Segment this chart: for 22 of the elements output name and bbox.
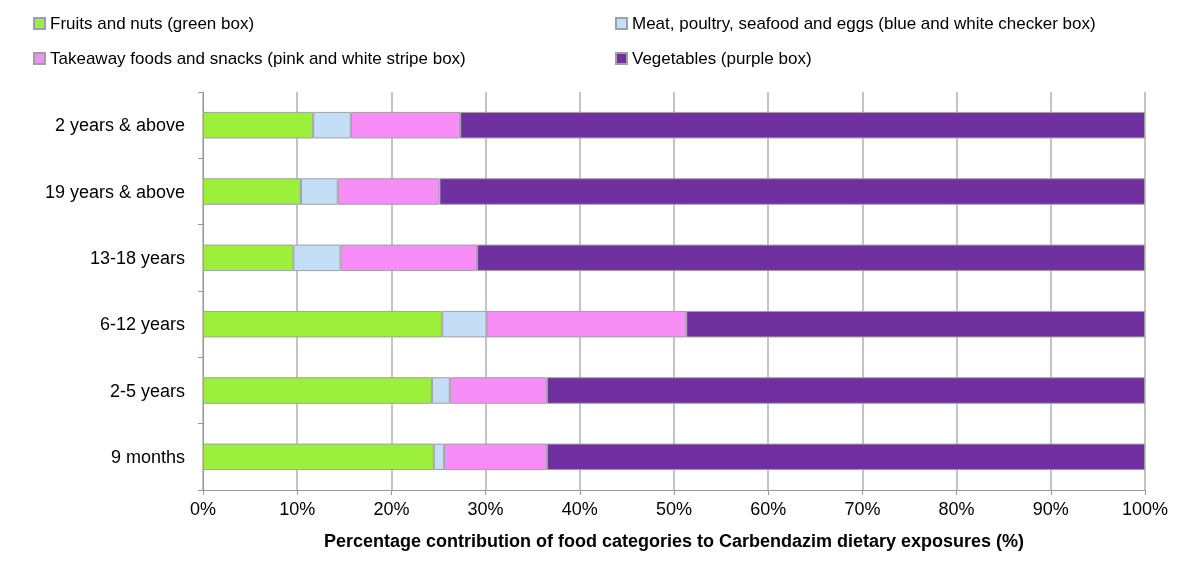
legend-label: Vegetables (purple box) (632, 49, 812, 68)
legend-label: Takeaway foods and snacks (pink and white stripe box) (50, 49, 466, 68)
x-tick-label: 0% (189, 499, 217, 519)
x-tick-label: 20% (373, 499, 410, 519)
x-tick-label: 80% (938, 499, 975, 519)
x-axis-title: Percentage contribution of food categories to Carbendazim dietary exposures (%) (323, 531, 1025, 551)
legend-label: Meat, poultry, seafood and eggs (blue and white checker box) (632, 14, 1096, 33)
x-tick-label: 100% (1121, 499, 1169, 519)
y-tick-label: 2 years & above (54, 115, 185, 136)
x-tick-label: 90% (1032, 499, 1069, 519)
x-tick-label: 10% (279, 499, 316, 519)
x-tick-label: 40% (561, 499, 598, 519)
y-tick-label: 9 months (110, 446, 185, 467)
legend-label: Fruits and nuts (green box) (50, 14, 255, 33)
y-tick-label: 19 years & above (44, 181, 185, 202)
x-tick-label: 50% (655, 499, 693, 519)
y-tick-label: 2-5 years (109, 380, 185, 401)
x-tick-label: 70% (844, 499, 881, 519)
x-tick-label: 30% (467, 499, 504, 519)
y-tick-label: 13-18 years (89, 247, 185, 268)
x-tick-label: 60% (750, 499, 787, 519)
y-tick-label: 6-12 years (99, 314, 185, 335)
